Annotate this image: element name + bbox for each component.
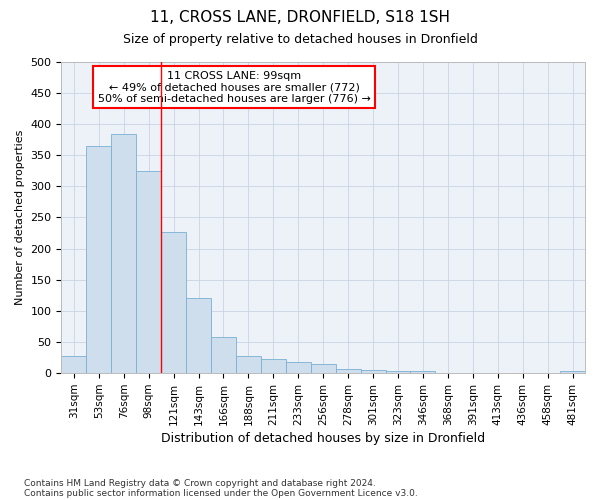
Bar [286,362,311,373]
Bar [335,369,361,373]
Bar [136,170,161,373]
Bar [161,232,186,373]
Bar [186,298,211,373]
Bar [86,146,111,373]
Bar [386,372,410,373]
Text: Contains HM Land Registry data © Crown copyright and database right 2024.: Contains HM Land Registry data © Crown c… [24,478,376,488]
Bar [211,337,236,373]
Bar [261,360,286,373]
Text: Contains public sector information licensed under the Open Government Licence v3: Contains public sector information licen… [24,488,418,498]
Text: 11 CROSS LANE: 99sqm
← 49% of detached houses are smaller (772)
50% of semi-deta: 11 CROSS LANE: 99sqm ← 49% of detached h… [98,71,371,104]
Y-axis label: Number of detached properties: Number of detached properties [15,130,25,305]
Text: 11, CROSS LANE, DRONFIELD, S18 1SH: 11, CROSS LANE, DRONFIELD, S18 1SH [150,10,450,25]
Text: Size of property relative to detached houses in Dronfield: Size of property relative to detached ho… [122,32,478,46]
Bar [460,372,485,373]
Bar [61,356,86,373]
Bar [410,372,436,373]
Bar [311,364,335,373]
Bar [361,370,386,373]
Bar [485,372,510,373]
Bar [111,134,136,373]
Bar [560,372,585,373]
Bar [236,356,261,373]
Bar [436,372,460,373]
X-axis label: Distribution of detached houses by size in Dronfield: Distribution of detached houses by size … [161,432,485,445]
